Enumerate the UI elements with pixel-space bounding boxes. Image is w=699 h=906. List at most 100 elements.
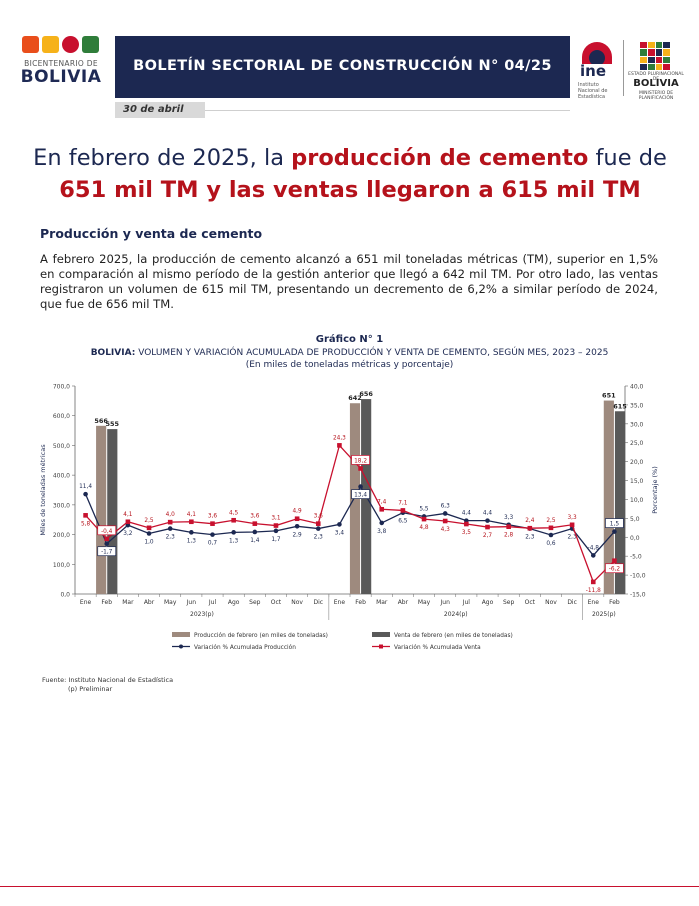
left-axis-title: Miles de toneladas métricas [39, 444, 47, 536]
section-body: A febrero 2025, la producción de cemento… [40, 252, 658, 311]
production-value-label: 3,2 [123, 531, 133, 537]
sales-value-label: 4,1 [123, 512, 133, 518]
bottom-rule [0, 886, 699, 887]
sales-point [612, 558, 617, 564]
logo-divider [623, 40, 624, 96]
production-point [189, 530, 194, 535]
month-label: Nov [291, 599, 303, 606]
right-tick-label: 35,0 [630, 402, 644, 409]
month-label: Mar [376, 599, 388, 606]
sales-point [167, 519, 173, 525]
production-value-label: 3,4 [335, 530, 345, 536]
production-value-label: 1,3 [229, 538, 239, 544]
sales-bar [107, 429, 118, 594]
publication-date: 30 de abril [123, 104, 184, 115]
sales-label-box [97, 525, 117, 536]
sales-bar [614, 411, 626, 594]
sales-point [337, 443, 342, 448]
source-note: Fuente: Instituto Nacional de Estadístic… [42, 676, 174, 684]
sales-value-label: 5,8 [81, 521, 91, 527]
right-tick-label: 15,0 [630, 478, 644, 485]
production-value-label: 5,5 [419, 506, 429, 512]
sales-value-label: 2,5 [546, 518, 556, 524]
sales-value-label: 2,5 [144, 518, 154, 524]
production-point [210, 532, 215, 537]
sales-point [189, 519, 194, 525]
production-point [590, 553, 596, 558]
chart-units: (En miles de toneladas métricas y porcen… [245, 360, 454, 370]
right-tick-label: 20,0 [630, 459, 644, 466]
left-tick-label: 0,0 [60, 592, 70, 599]
production-value-label: 6,5 [398, 519, 408, 525]
production-point [358, 484, 363, 489]
production-value-label: 2,3 [314, 535, 324, 541]
sales-bar-label: 656 [359, 390, 373, 398]
date-tab: 30 de abril [115, 102, 205, 118]
production-value-label: 6,3 [441, 503, 451, 509]
right-tick-label: 30,0 [630, 421, 644, 428]
right-tick-label: 40,0 [630, 384, 644, 391]
chart-container: Gráfico N° 1 BOLIVIA: VOLUMEN Y VARIACIÓ… [0, 330, 699, 710]
bicentenario-big-text: BOLIVIA [20, 67, 102, 87]
month-label: Nov [545, 599, 557, 606]
chart-subtitle-country: BOLIVIA: [90, 348, 136, 358]
left-tick-label: 100,0 [53, 562, 70, 569]
headline-part1: En febrero de 2025, la [33, 145, 292, 171]
date-divider [205, 110, 570, 111]
sales-point [400, 508, 406, 513]
sales-point [548, 525, 554, 531]
sales-value-label: 4,1 [187, 512, 197, 518]
sales-value-label: 7,1 [398, 500, 408, 506]
preliminary-note: (p) Preliminar [68, 685, 113, 693]
bicentenario-logo: BICENTENARIO DE BOLIVIA [18, 36, 108, 98]
production-point [252, 529, 258, 535]
production-value-label: 4,4 [483, 511, 493, 517]
sales-point [506, 524, 511, 529]
sales-point [485, 524, 490, 530]
headline-part3: fue de [588, 145, 667, 171]
chart-subtitle-text: VOLUMEN Y VARIACIÓN ACUMULADA DE PRODUCC… [135, 348, 609, 358]
sales-point [252, 521, 258, 526]
production-point [83, 491, 88, 497]
ine-logo-subtext: Instituto Nacional de Estadística [578, 82, 608, 100]
month-label: Jul [208, 599, 217, 606]
sales-point [527, 525, 533, 531]
production-point [273, 528, 279, 534]
sales-value-label: -0,4 [101, 529, 113, 535]
sales-bar-label: 555 [106, 420, 120, 428]
sales-value-label: 3,6 [314, 514, 324, 520]
sales-value-label: 4,9 [292, 509, 302, 515]
legend-sales-line-marker [379, 644, 383, 649]
bolivia-logo: ESTADO PLURINACIONAL DE BOLIVIA MINISTER… [628, 36, 684, 101]
bolivia-logo-text: BOLIVIA [633, 78, 679, 89]
legend-sales-line-label: Variación % Acumulada Venta [394, 644, 481, 651]
sales-point [231, 517, 236, 523]
legend-sales-bar-label: Venta de febrero (en miles de toneladas) [394, 633, 513, 639]
header-banner: BOLETÍN SECTORIAL DE CONSTRUCCIÓN N° 04/… [115, 36, 570, 98]
right-tick-label: 10,0 [630, 497, 644, 504]
chart-number: Gráfico N° 1 [315, 334, 384, 345]
right-tick-label: 5,0 [630, 516, 640, 523]
sales-label-box [351, 455, 370, 465]
month-label: Dic [567, 599, 577, 606]
left-tick-label: 400,0 [53, 473, 70, 480]
month-label: Feb [355, 599, 366, 606]
production-value-label: 2,3 [525, 535, 535, 541]
sales-value-label: 3,1 [271, 516, 281, 522]
headline: En febrero de 2025, la producción de cem… [30, 142, 670, 206]
production-label-box [351, 489, 370, 499]
legend-production-line-label: Variación % Acumulada Producción [194, 644, 296, 651]
ine-logo: ine Instituto Nacional de Estadística [574, 36, 622, 100]
production-value-label: 0,7 [208, 541, 218, 547]
production-point [337, 522, 342, 527]
sales-point [569, 522, 575, 528]
legend-production-line-marker [179, 644, 183, 649]
production-point [612, 529, 617, 534]
year-label: 2023(p) [190, 611, 214, 618]
sales-value-label: 3,6 [250, 514, 260, 520]
month-label: Sep [249, 599, 261, 606]
month-label: Sep [503, 599, 515, 606]
left-tick-label: 300,0 [53, 502, 70, 509]
bolivia-logo-sub1: ESTADO PLURINACIONAL DE [628, 72, 684, 82]
sales-value-label: 2,7 [483, 533, 493, 539]
